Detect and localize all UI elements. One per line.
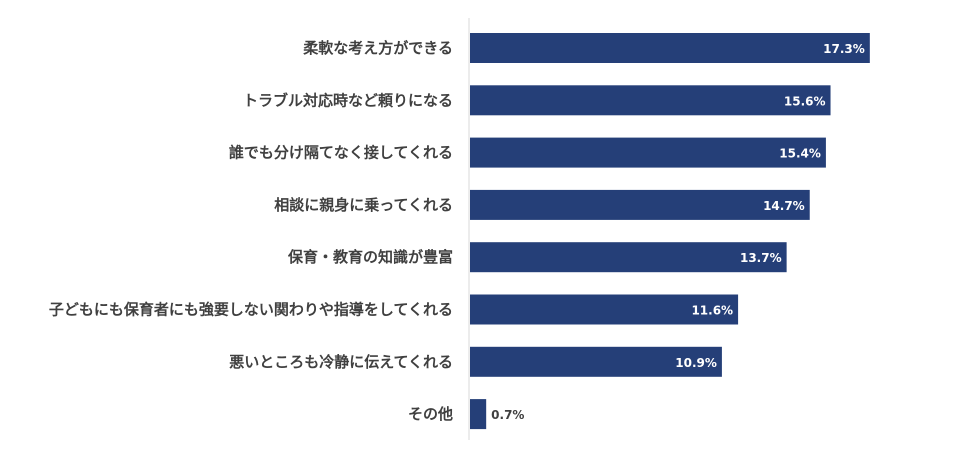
value-label: 10.9% [675,356,717,370]
value-label: 0.7% [491,408,524,422]
category-label: 柔軟な考え方ができる [303,39,453,57]
value-label: 14.7% [763,199,805,213]
category-label: 相談に親身に乗ってくれる [274,196,453,214]
category-label: トラブル対応時など頼りになる [243,91,453,109]
value-label: 15.4% [779,147,821,161]
category-label: その他 [408,405,453,423]
bar [470,294,739,325]
value-label: 15.6% [784,94,826,108]
category-label: 誰でも分け隔てなく接してくれる [229,144,453,162]
category-label: 保育・教育の知識が豊富 [287,248,453,266]
bar [470,399,487,430]
bar [470,189,810,220]
category-label: 子どもにも保育者にも強要しない関わりや指導をしてくれる [49,301,453,319]
bar [470,85,831,116]
bar [470,33,870,63]
value-label: 11.6% [691,304,733,318]
bar [470,137,826,168]
bar [470,346,722,377]
category-label: 悪いところも冷静に伝えてくれる [229,353,453,371]
bar [470,242,787,273]
value-label: 17.3% [823,42,865,56]
value-label: 13.7% [740,251,782,265]
